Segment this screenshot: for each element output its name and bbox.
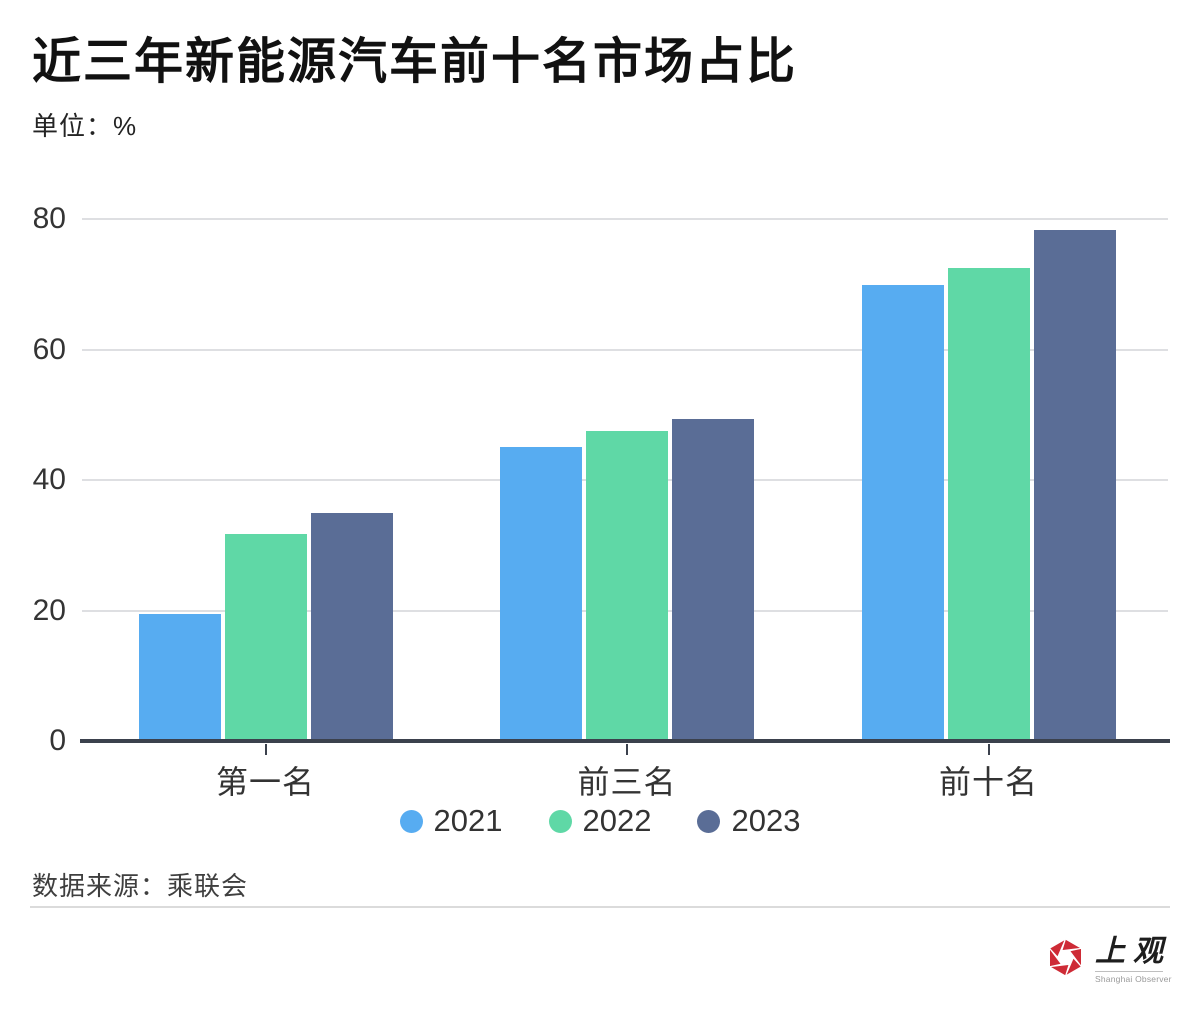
bar-2021-前三名 (500, 447, 582, 741)
source-note: 数据来源：乘联会 (32, 871, 249, 901)
y-tick-label-20: 20 (32, 593, 66, 627)
page-title: 近三年新能源汽车前十名市场占比 (32, 35, 798, 89)
bar-2021-第一名 (138, 613, 221, 741)
x-tick-label-第一名: 第一名 (215, 764, 315, 800)
legend-item-2022: 2022 (548, 803, 652, 839)
y-tick-label-40: 40 (32, 463, 66, 496)
logo-cn-text: 上观 (1095, 935, 1171, 968)
y-tick-label-0: 0 (49, 724, 66, 757)
logo-divider (1095, 971, 1163, 972)
x-tick-第一名 (264, 744, 267, 755)
gridline-60 (82, 348, 1168, 351)
legend-dot-2022 (548, 809, 572, 833)
y-tick-label-80: 80 (32, 202, 66, 235)
legend-label-2023: 2023 (731, 803, 801, 838)
legend-dot-2021 (399, 809, 423, 833)
bar-2022-前三名 (586, 431, 668, 741)
legend-item-2021: 2021 (399, 803, 503, 839)
legend-dot-2023 (697, 809, 721, 833)
bar-2022-前十名 (947, 267, 1030, 741)
gridline-80 (82, 218, 1168, 220)
legend: 2021 2022 2023 (0, 803, 1200, 839)
x-axis-line (80, 739, 1170, 743)
bar-2023-前十名 (1033, 230, 1116, 741)
legend-item-2023: 2023 (697, 803, 800, 839)
x-tick-前十名 (987, 744, 990, 755)
bar-2021-前十名 (861, 284, 944, 741)
unit-label: 单位：% (32, 111, 138, 141)
aperture-logo-icon (1047, 938, 1084, 977)
bar-2022-第一名 (224, 533, 307, 741)
plot-area: 第一名 前三名 前十名 (80, 218, 1170, 800)
logo-en-text: Shanghai Observer (1095, 974, 1172, 984)
bar-2023-第一名 (310, 512, 393, 741)
x-tick-前三名 (626, 744, 628, 755)
bar-2023-前三名 (672, 418, 754, 741)
shanghai-observer-logo: 上观 Shanghai Observer (1046, 935, 1172, 988)
x-tick-label-前十名: 前十名 (938, 764, 1038, 800)
legend-label-2021: 2021 (433, 803, 503, 838)
legend-label-2022: 2022 (582, 803, 652, 838)
y-axis-labels: 0 20 40 60 80 (10, 202, 66, 757)
y-tick-label-60: 60 (32, 332, 66, 366)
footer-divider (30, 906, 1170, 908)
x-tick-label-前三名: 前三名 (577, 764, 677, 800)
